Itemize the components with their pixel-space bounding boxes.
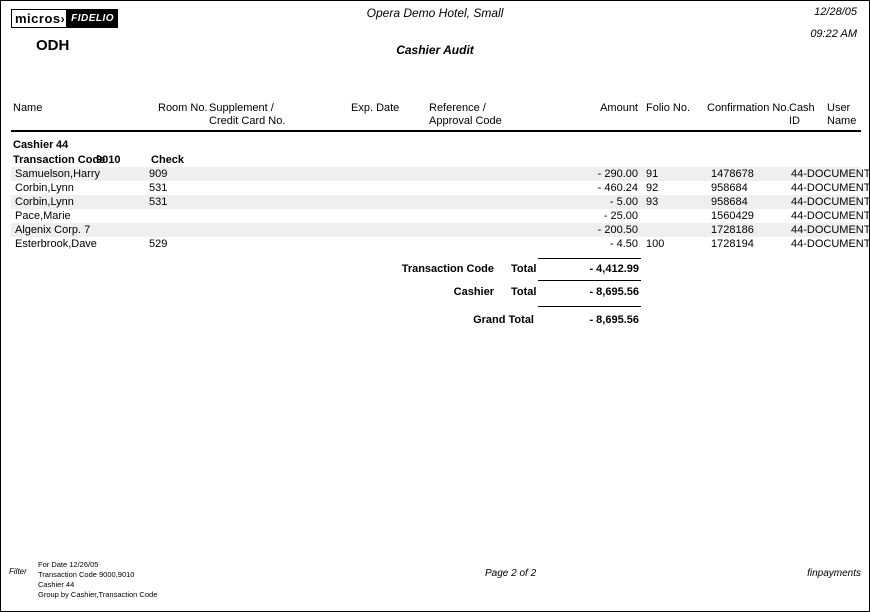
filter-criteria: For Date 12/26/05 Transaction Code 9000,… xyxy=(38,560,157,600)
filter-line: Group by Cashier,Transaction Code xyxy=(38,590,158,599)
fidelio-logo-text: FIDELIO xyxy=(67,9,119,28)
guest-name: Pace,Marie xyxy=(15,210,71,222)
amount: - 460.24 xyxy=(597,182,638,194)
confirmation-no: 1728186 xyxy=(711,224,754,236)
confirmation-no: 958684 xyxy=(711,196,748,208)
amount: - 5.00 xyxy=(609,196,638,208)
group-cashier-value: 44 xyxy=(56,139,69,151)
micros-fidelio-logo: micros› FIDELIO xyxy=(11,9,119,28)
transaction-table: Samuelson,Harry 909 - 290.00 91 1478678 … xyxy=(11,167,869,251)
logo-arrow-icon: › xyxy=(60,12,66,26)
table-row: Samuelson,Harry 909 - 290.00 91 1478678 … xyxy=(11,167,869,181)
guest-name: Esterbrook,Dave xyxy=(15,238,97,250)
room-no: 529 xyxy=(149,238,168,250)
column-header-reference: Reference / Approval Code xyxy=(429,102,502,127)
total-rule xyxy=(538,258,641,259)
cash-id-user-name: 44-DOCUMENT xyxy=(791,238,870,250)
total-word: Total xyxy=(511,263,537,275)
room-no: 531 xyxy=(149,182,168,194)
grand-total-label: Grand Total xyxy=(473,314,534,326)
folio-no: 93 xyxy=(646,196,659,208)
transaction-code-total-amount: - 4,412.99 xyxy=(589,263,639,275)
table-row: Corbin,Lynn 531 - 460.24 92 958684 44-DO… xyxy=(11,181,869,195)
report-file-name: finpayments xyxy=(807,568,861,579)
filter-line: Cashier 44 xyxy=(38,580,75,589)
total-rule xyxy=(538,306,641,307)
total-rule xyxy=(538,280,641,281)
column-header-amount: Amount xyxy=(600,102,638,114)
column-header-cash-id: Cash ID xyxy=(789,102,815,127)
confirmation-no: 1728194 xyxy=(711,238,754,250)
room-no: 531 xyxy=(149,196,168,208)
column-header-folio-no: Folio No. xyxy=(646,102,691,114)
table-row: Corbin,Lynn 531 - 5.00 93 958684 44-DOCU… xyxy=(11,195,869,209)
column-header-name: Name xyxy=(13,102,43,114)
transaction-code-total-label: Transaction Code xyxy=(401,263,494,275)
property-code: ODH xyxy=(36,37,70,54)
room-no: 909 xyxy=(149,168,168,180)
cashier-total-amount: - 8,695.56 xyxy=(589,286,639,298)
table-row: Esterbrook,Dave 529 - 4.50 100 1728194 4… xyxy=(11,237,869,251)
group-transaction-code-label: Transaction Code xyxy=(13,154,106,166)
table-row: Algenix Corp. 7 - 200.50 1728186 44-DOCU… xyxy=(11,223,869,237)
header-divider xyxy=(11,130,861,132)
confirmation-no: 1478678 xyxy=(711,168,754,180)
folio-no: 92 xyxy=(646,182,659,194)
folio-no: 91 xyxy=(646,168,659,180)
folio-no: 100 xyxy=(646,238,665,250)
confirmation-no: 1560429 xyxy=(711,210,754,222)
cash-id-user-name: 44-DOCUMENT xyxy=(791,210,870,222)
group-transaction-type: Check xyxy=(151,154,185,166)
micros-logo-text: micros› xyxy=(11,9,68,28)
amount: - 25.00 xyxy=(603,210,638,222)
report-date: 12/28/05 xyxy=(814,6,857,18)
group-transaction-code-value: 9010 xyxy=(96,154,121,166)
amount: - 4.50 xyxy=(609,238,638,250)
confirmation-no: 958684 xyxy=(711,182,748,194)
report-title: Cashier Audit xyxy=(396,43,474,57)
amount: - 290.00 xyxy=(597,168,638,180)
cash-id-user-name: 44-DOCUMENT xyxy=(791,196,870,208)
column-header-user-name: User Name xyxy=(827,102,857,127)
amount: - 200.50 xyxy=(597,224,638,236)
report-time: 09:22 AM xyxy=(810,28,857,40)
total-word: Total xyxy=(511,286,537,298)
cash-id-user-name: 44-DOCUMENT xyxy=(791,168,870,180)
guest-name: Algenix Corp. 7 xyxy=(15,224,91,236)
cash-id-user-name: 44-DOCUMENT xyxy=(791,182,870,194)
group-cashier-label: Cashier xyxy=(13,139,54,151)
guest-name: Samuelson,Harry xyxy=(15,168,100,180)
hotel-name: Opera Demo Hotel, Small xyxy=(366,6,504,20)
column-header-room-no: Room No. xyxy=(158,102,208,114)
column-header-exp-date: Exp. Date xyxy=(351,102,400,114)
grand-total-amount: - 8,695.56 xyxy=(589,314,639,326)
cash-id-user-name: 44-DOCUMENT xyxy=(791,224,870,236)
filter-line: Transaction Code 9000,9010 xyxy=(38,570,135,579)
guest-name: Corbin,Lynn xyxy=(15,182,74,194)
table-row: Pace,Marie - 25.00 1560429 44-DOCUMENT xyxy=(11,209,869,223)
column-header-confirmation-no: Confirmation No. xyxy=(707,102,790,114)
filter-line: For Date 12/26/05 xyxy=(38,560,99,569)
guest-name: Corbin,Lynn xyxy=(15,196,74,208)
cashier-total-label: Cashier xyxy=(453,286,494,298)
page-number: Page 2 of 2 xyxy=(485,568,537,579)
column-header-supplement: Supplement / Credit Card No. xyxy=(209,102,286,127)
filter-label: Filter xyxy=(9,567,27,576)
